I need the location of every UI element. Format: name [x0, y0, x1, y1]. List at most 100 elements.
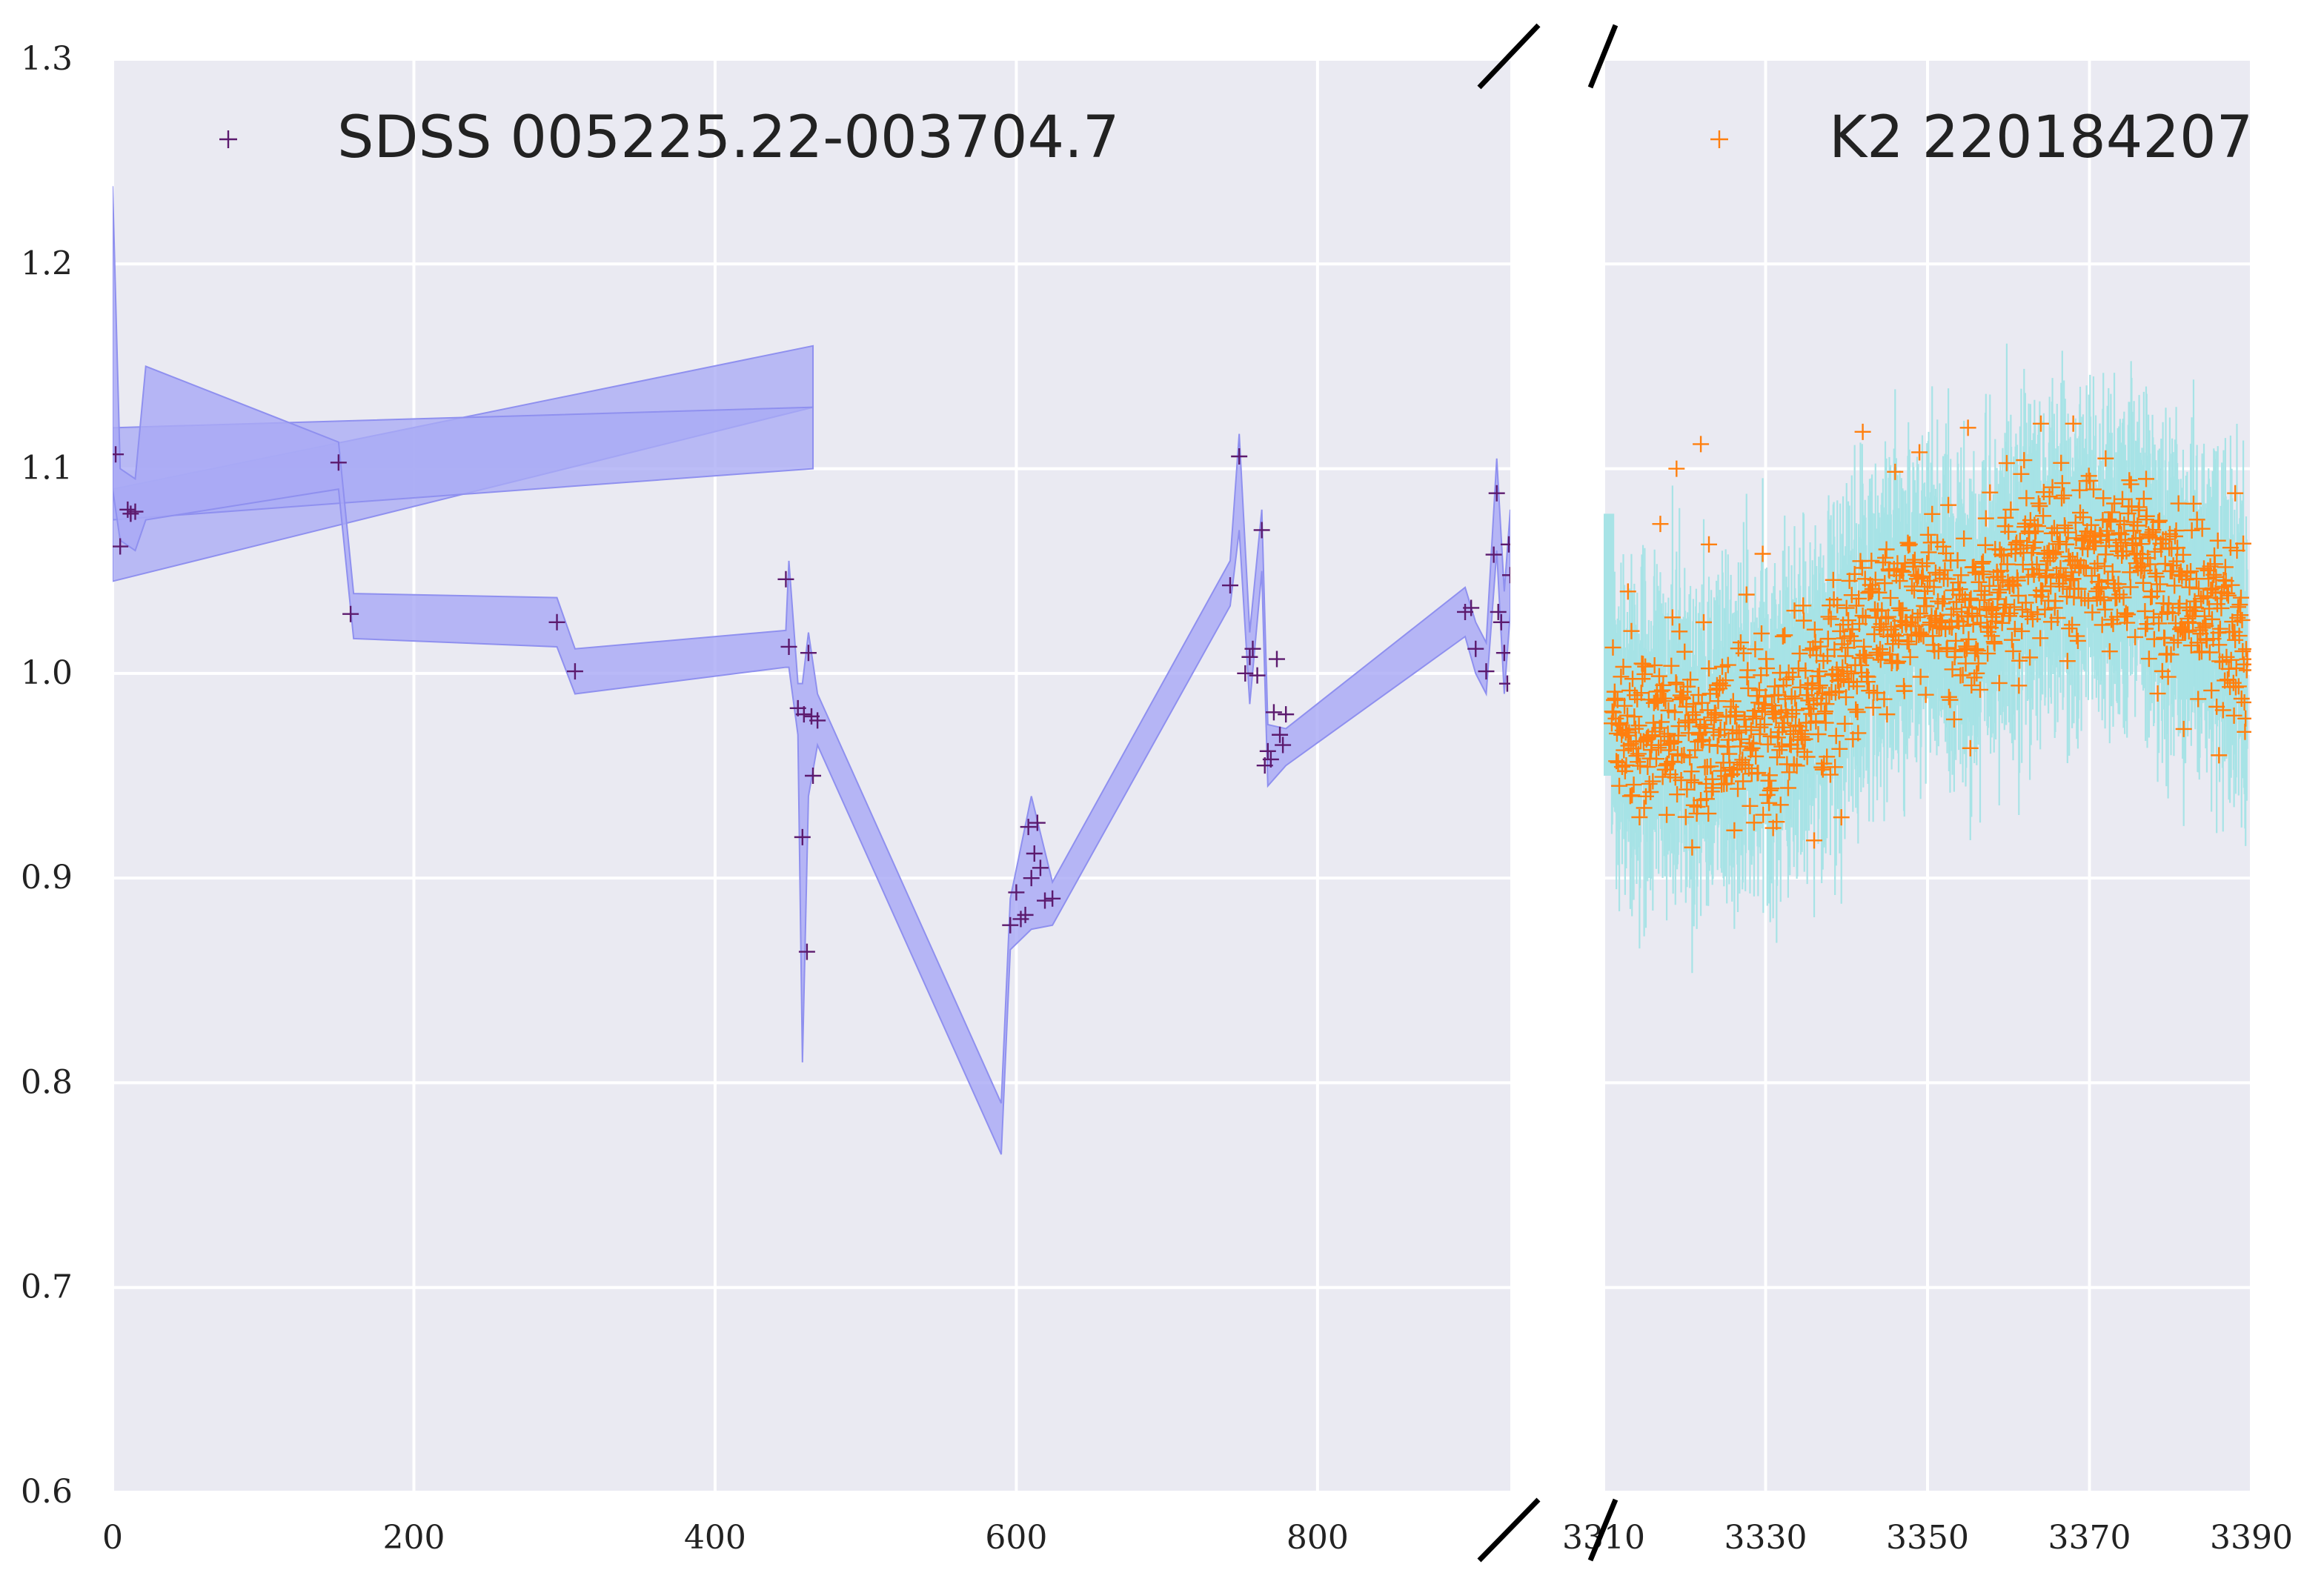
k2-point: [1972, 614, 1989, 631]
k2-point: [1853, 559, 1870, 576]
k2-point: [1914, 568, 1931, 585]
k2-point: [2119, 606, 2136, 623]
right-x-tick-label: 3330: [1724, 1519, 1807, 1557]
k2-point: [2209, 532, 2226, 549]
k2-point: [2059, 653, 2076, 670]
k2-point: [1762, 728, 1779, 745]
k2-point: [1856, 647, 1873, 664]
k2-point: [1942, 691, 1959, 708]
y-tick-label: 1.0: [21, 654, 73, 692]
k2-point: [1616, 697, 1633, 714]
sdss-point: [1037, 892, 1054, 909]
k2-point: [1701, 660, 1718, 677]
k2-point: [2111, 513, 2128, 530]
k2-point: [1890, 632, 1907, 649]
k2-point: [2060, 548, 2077, 565]
k2-point: [2006, 620, 2023, 637]
sdss-point: [1268, 651, 1285, 668]
k2-point: [1768, 814, 1785, 831]
k2-point: [2082, 472, 2099, 489]
sdss-point: [1490, 603, 1507, 620]
k2-point: [1636, 799, 1653, 816]
k2-point: [1769, 749, 1786, 766]
sdss-point: [1002, 917, 1019, 934]
k2-point: [2022, 649, 2039, 666]
k2-point: [2051, 575, 2068, 592]
k2-point: [1659, 725, 1676, 742]
k2-point: [1940, 688, 1957, 705]
k2-point: [2230, 599, 2247, 616]
k2-point: [2203, 682, 2220, 699]
k2-point: [1812, 638, 1829, 655]
k2-point: [2011, 677, 2028, 694]
k2-point: [1818, 696, 1835, 713]
k2-point: [1779, 779, 1796, 796]
k2-point: [1806, 832, 1823, 849]
k2-point: [1901, 636, 1918, 653]
k2-point: [1945, 711, 1962, 728]
sdss-point: [794, 828, 811, 845]
break-mark: [1587, 1498, 1618, 1562]
k2-point: [2097, 450, 2114, 467]
k2-point: [2135, 490, 2152, 508]
k2-point: [1747, 748, 1764, 765]
k2-point: [2082, 516, 2099, 533]
k2-point: [1783, 688, 1800, 705]
k2-point: [1874, 644, 1891, 661]
k2-point: [1901, 536, 1918, 553]
k2-point: [2234, 611, 2251, 628]
k2-point: [2005, 642, 2022, 659]
k2-point: [2013, 465, 2030, 482]
sdss-point: [1485, 546, 1502, 563]
k2-point: [2130, 559, 2147, 576]
sdss-point: [1026, 845, 1043, 862]
k2-point: [2065, 415, 2082, 432]
k2-point: [1888, 654, 1905, 671]
k2-point: [1739, 662, 1756, 679]
k2-point: [2140, 651, 2157, 668]
k2-point: [1679, 678, 1696, 695]
k2-point: [2125, 513, 2142, 530]
k2-point: [1962, 739, 1979, 756]
k2-point: [1820, 608, 1837, 625]
k2-point: [1896, 682, 1913, 699]
k2-point: [1831, 740, 1848, 757]
k2-point: [1784, 668, 1802, 685]
k2-point: [1773, 738, 1790, 755]
k2-point: [2096, 592, 2113, 609]
k2-point: [2232, 589, 2249, 606]
k2-point: [2030, 495, 2047, 512]
k2-point: [1795, 597, 1812, 614]
k2-point: [1949, 552, 1966, 569]
k2-point: [2116, 608, 2134, 625]
k2-point: [1759, 660, 1776, 677]
k2-point: [1848, 597, 1865, 614]
sdss-point: [330, 454, 347, 471]
k2-point: [1819, 631, 1836, 648]
k2-point: [1752, 719, 1769, 736]
k2-point: [1870, 584, 1888, 601]
sdss-point: [1498, 675, 1510, 692]
k2-point: [1817, 714, 1834, 731]
k2-point: [1791, 645, 1808, 662]
k2-point: [1627, 687, 1644, 704]
k2-point: [2148, 583, 2165, 600]
k2-point: [2045, 546, 2062, 563]
sdss-point: [795, 706, 812, 723]
sdss-point: [127, 503, 144, 520]
y-tick-label: 0.7: [21, 1268, 73, 1306]
sdss-point: [1231, 448, 1248, 465]
k2-point: [1670, 718, 1687, 735]
k2-point: [1982, 484, 1999, 501]
k2-point: [2222, 539, 2239, 556]
k2-point: [1613, 759, 1630, 776]
k2-point: [1854, 423, 1871, 440]
k2-point: [1615, 659, 1632, 676]
k2-point: [1948, 632, 1965, 649]
k2-point: [1893, 562, 1910, 579]
k2-point: [1799, 748, 1816, 765]
k2-point: [1765, 706, 1782, 723]
k2-point: [1837, 689, 1854, 706]
k2-point: [2142, 556, 2159, 573]
k2-point: [1839, 639, 1856, 656]
